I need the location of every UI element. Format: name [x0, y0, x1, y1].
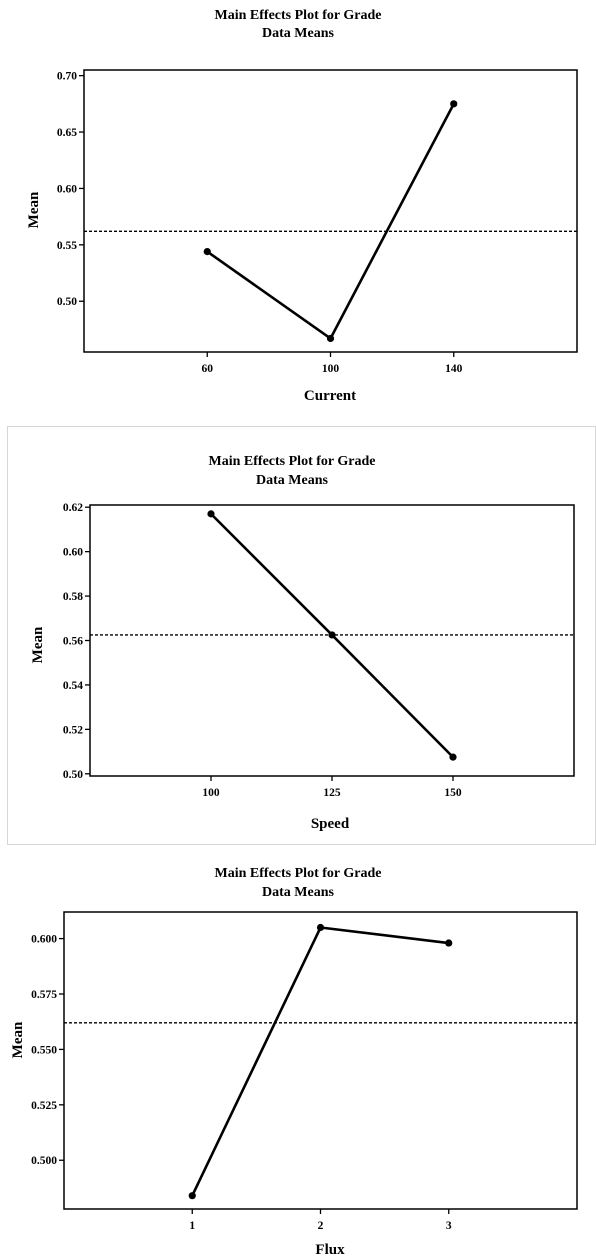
x-tick-label: 100 — [322, 363, 340, 375]
x-tick-label: 100 — [202, 787, 220, 799]
y-tick-label: 0.62 — [63, 502, 83, 514]
y-tick-label: 0.550 — [31, 1044, 57, 1056]
y-tick-label: 0.500 — [31, 1155, 57, 1167]
y-tick-label: 0.54 — [63, 680, 83, 692]
y-tick-label: 0.50 — [57, 296, 77, 308]
y-axis-label: Mean — [10, 1021, 26, 1058]
data-point — [326, 334, 335, 343]
chart-title: Main Effects Plot for Grade — [215, 866, 382, 881]
y-tick-label: 0.50 — [63, 769, 83, 781]
chart-title: Main Effects Plot for Grade — [215, 8, 382, 23]
x-tick-label: 2 — [318, 1220, 324, 1232]
x-axis-label: Speed — [311, 816, 350, 832]
x-tick-label: 140 — [445, 363, 463, 375]
y-tick-label: 0.60 — [57, 183, 77, 195]
data-point — [450, 100, 458, 108]
chart-subtitle: Data Means — [262, 885, 334, 900]
y-tick-label: 0.600 — [31, 934, 57, 946]
x-tick-label: 1 — [189, 1220, 195, 1232]
y-tick-label: 0.52 — [63, 724, 83, 736]
y-axis-label: Mean — [30, 626, 46, 663]
y-tick-label: 0.575 — [31, 989, 57, 1001]
data-point — [445, 939, 453, 947]
data-point — [207, 510, 215, 518]
chart-flux: Main Effects Plot for Grade Data Means F… — [10, 866, 578, 1258]
chart-subtitle: Data Means — [256, 473, 328, 488]
x-tick-label: 3 — [446, 1220, 452, 1232]
x-tick-label: 125 — [323, 787, 341, 799]
x-tick-label: 150 — [444, 787, 462, 799]
chart-title: Main Effects Plot for Grade — [209, 454, 376, 469]
y-tick-label: 0.65 — [57, 127, 77, 139]
x-axis-label: Current — [304, 388, 356, 404]
y-tick-label: 0.70 — [57, 71, 77, 83]
data-point — [203, 248, 211, 256]
x-tick-label: 60 — [202, 363, 214, 375]
data-point — [316, 923, 325, 932]
y-axis-label: Mean — [26, 191, 42, 228]
data-point — [188, 1192, 196, 1200]
y-tick-label: 0.60 — [63, 547, 83, 559]
chart-current: Main Effects Plot for Grade Data Means C… — [26, 8, 578, 404]
y-tick-label: 0.58 — [63, 591, 83, 603]
y-tick-label: 0.525 — [31, 1100, 57, 1112]
chart-subtitle: Data Means — [262, 26, 334, 41]
y-tick-label: 0.56 — [63, 636, 83, 648]
data-point — [449, 753, 457, 761]
x-axis-label: Flux — [315, 1242, 345, 1258]
data-point — [328, 631, 336, 639]
y-tick-label: 0.55 — [57, 240, 77, 252]
chart-speed: Main Effects Plot for Grade Data Means S… — [30, 454, 575, 832]
